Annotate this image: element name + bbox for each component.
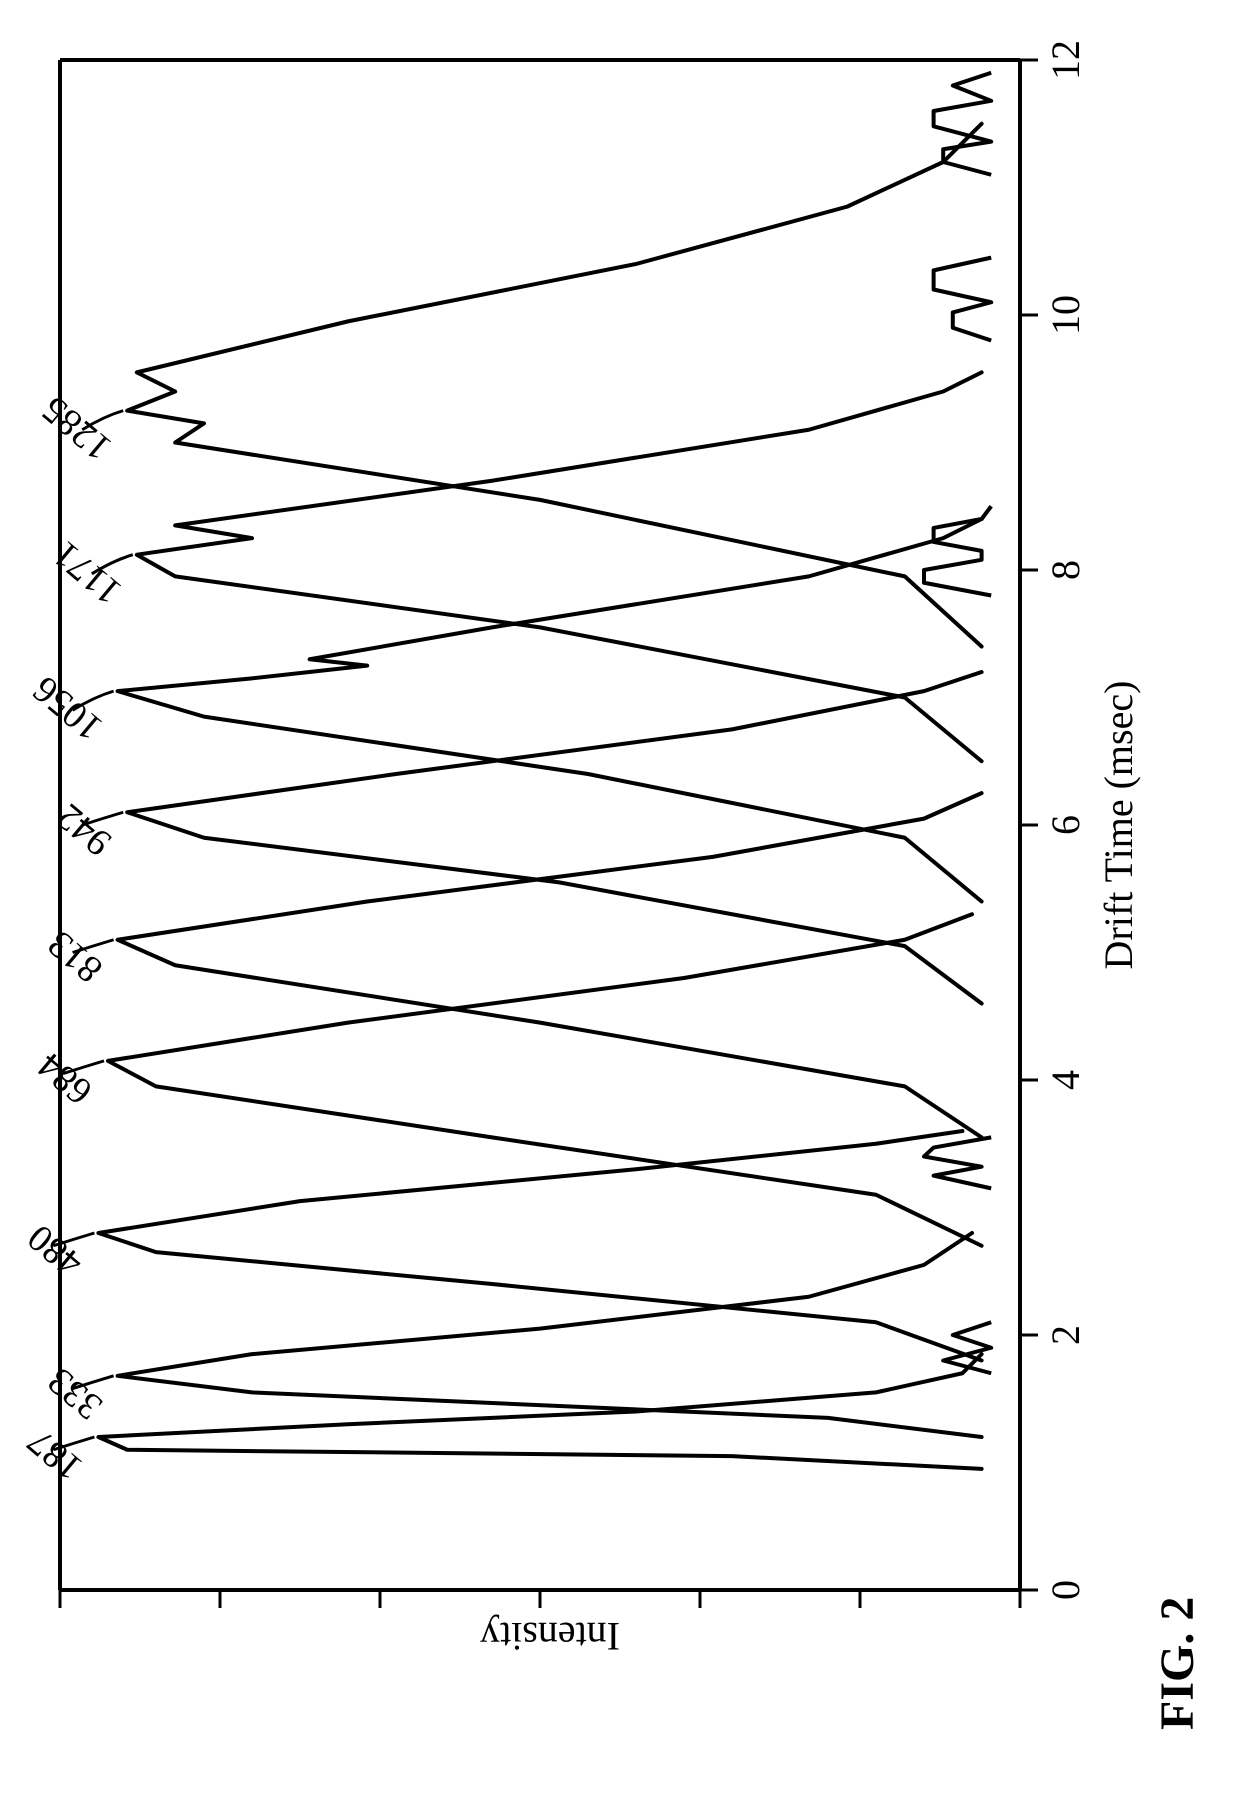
y-axis-label: Intensity [480, 1613, 620, 1660]
x-tick-label: 6 [1042, 795, 1089, 855]
drift-time-chart [0, 0, 1240, 1820]
x-axis-label: Drift Time (msec) [1095, 655, 1142, 995]
x-tick-label: 8 [1042, 540, 1089, 600]
x-tick-label: 12 [1042, 30, 1089, 90]
x-tick-label: 0 [1042, 1560, 1089, 1620]
x-tick-label: 2 [1042, 1305, 1089, 1365]
x-tick-label: 10 [1042, 285, 1089, 345]
figure-label: FIG. 2 [1150, 1597, 1205, 1730]
x-tick-label: 4 [1042, 1050, 1089, 1110]
